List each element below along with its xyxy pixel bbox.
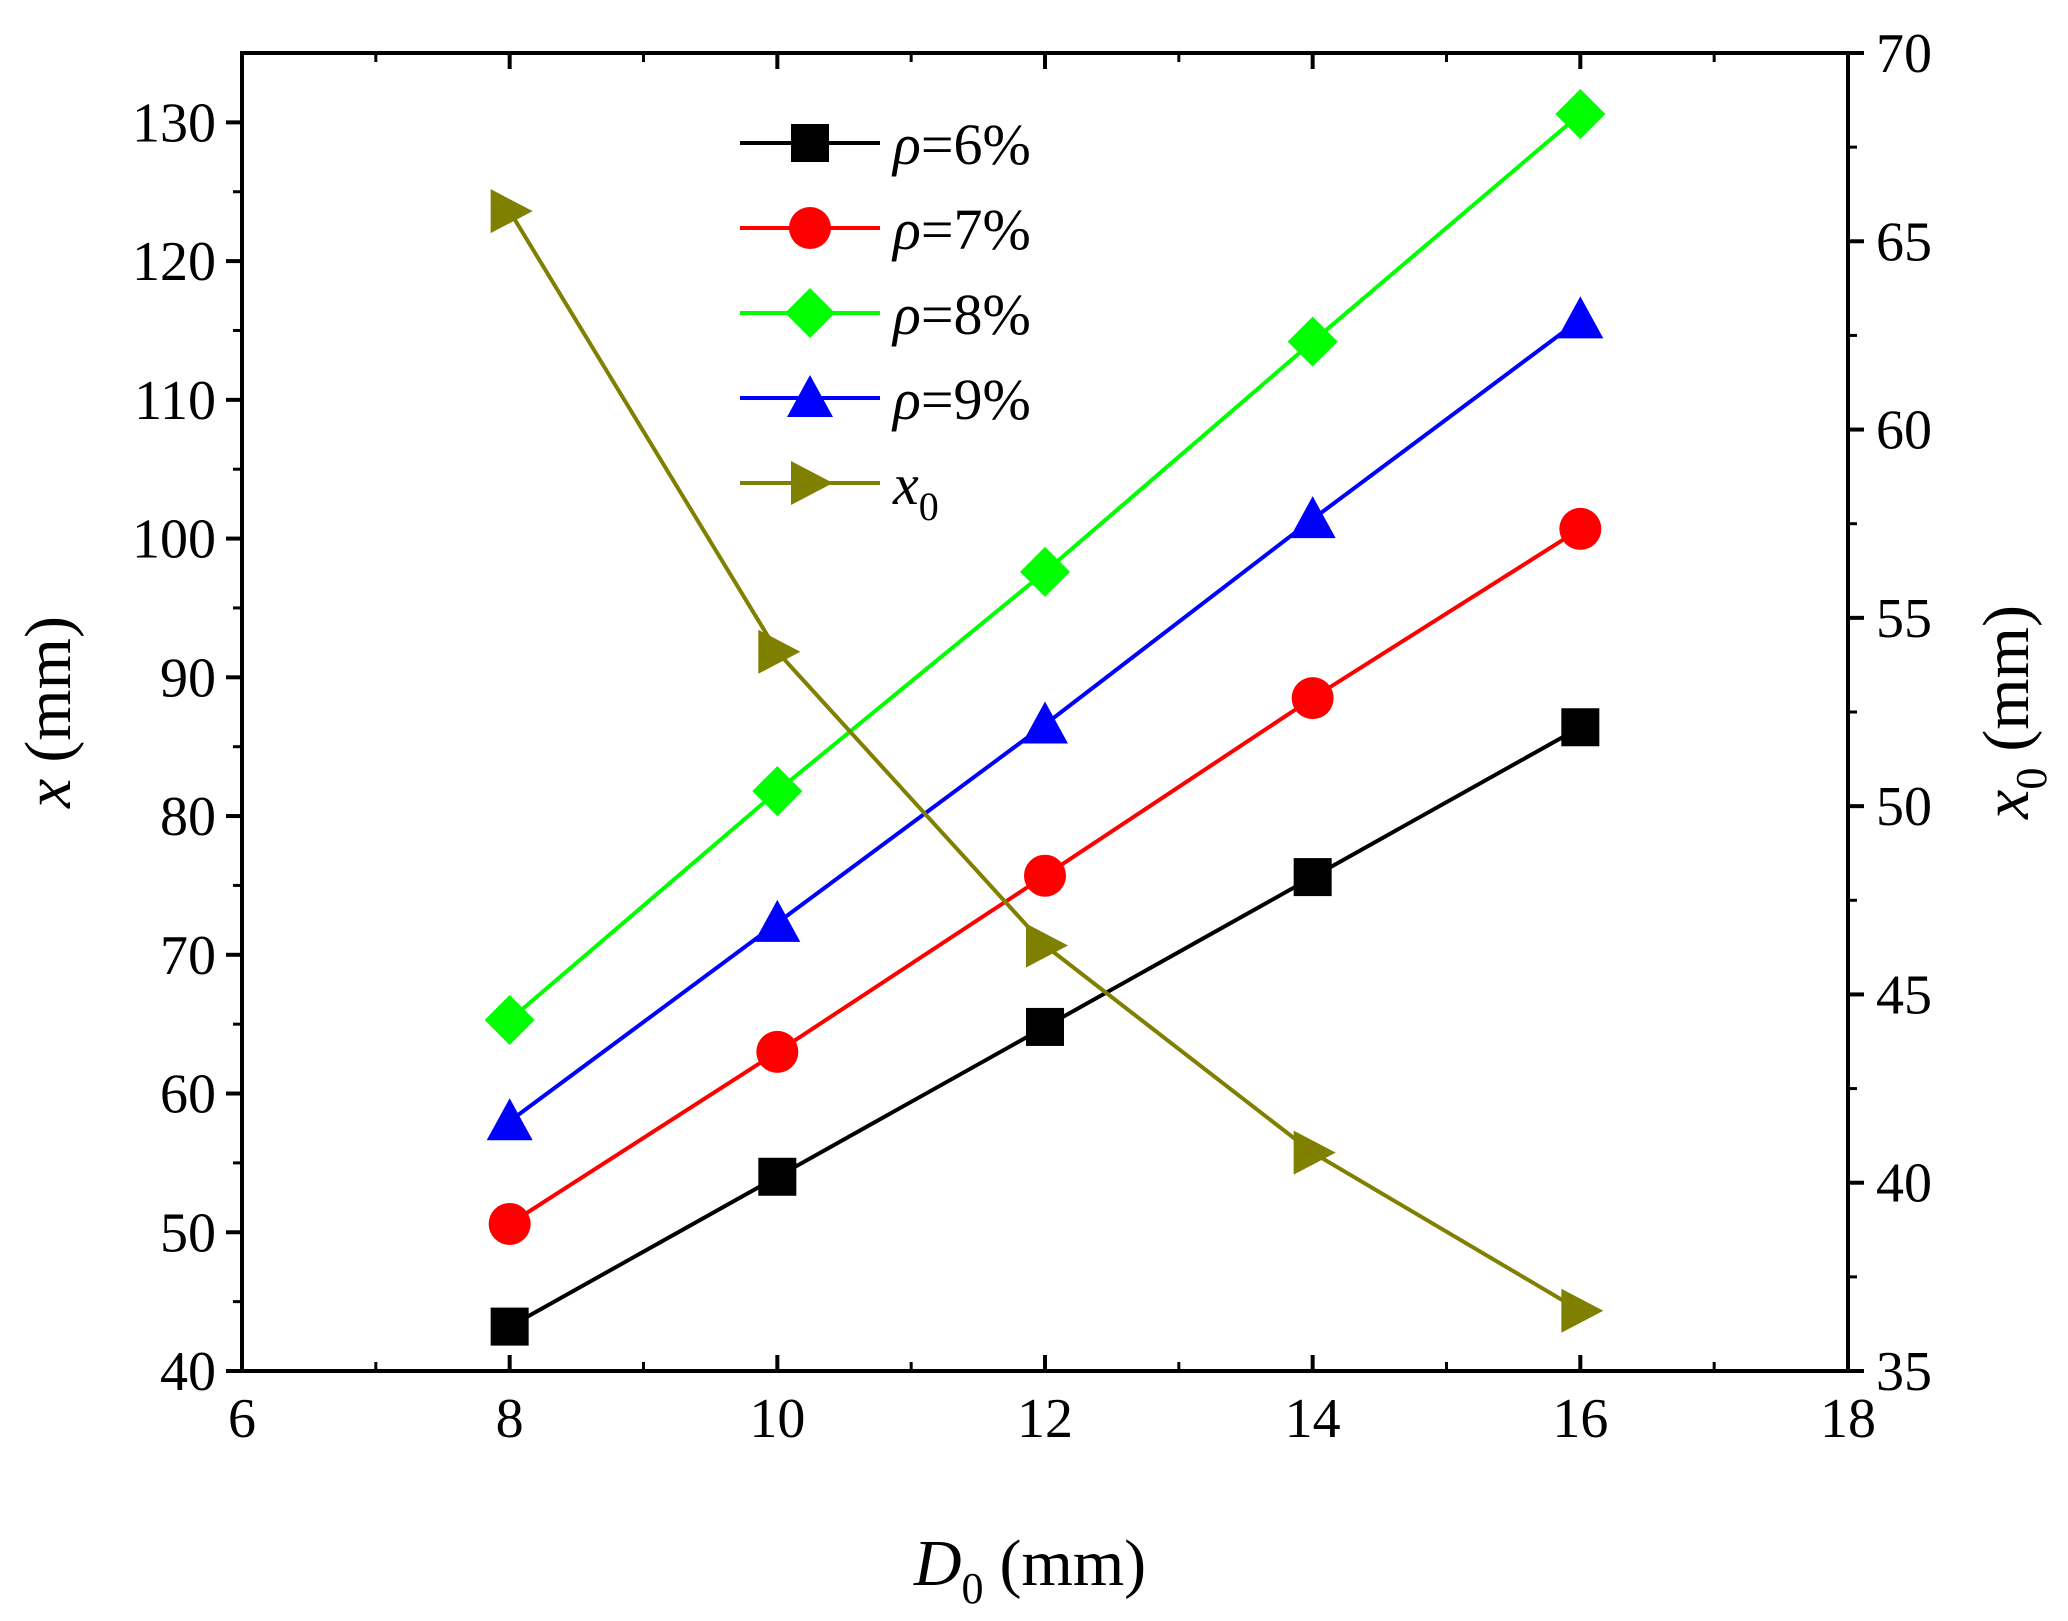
y-left-tick-label: 70 bbox=[160, 925, 216, 987]
y-right-axis-title: x0 (mm) bbox=[1970, 605, 2056, 820]
legend-label: ρ=7% bbox=[891, 197, 1031, 262]
data-point bbox=[1559, 507, 1602, 550]
legend-label-symbol: x bbox=[892, 452, 919, 517]
data-point bbox=[486, 1098, 533, 1141]
x-tick-label: 16 bbox=[1552, 1388, 1608, 1450]
series-3 bbox=[486, 296, 1604, 1141]
y-left-axis-title: x (mm) bbox=[12, 616, 85, 809]
data-point bbox=[1557, 296, 1604, 339]
plot-frame bbox=[240, 51, 1850, 1373]
data-point bbox=[1287, 316, 1338, 367]
y-right-tick-label: 45 bbox=[1876, 964, 1932, 1026]
data-point bbox=[490, 189, 533, 234]
legend-swatch-marker bbox=[789, 207, 831, 249]
data-point bbox=[1020, 546, 1070, 597]
legend-label-symbol: ρ bbox=[891, 112, 921, 177]
x-axis-title: D0 (mm) bbox=[913, 1527, 1146, 1613]
x-tick-label: 6 bbox=[228, 1388, 256, 1450]
x-axis-title-subscript: 0 bbox=[962, 1564, 984, 1613]
y-left-tick-label: 130 bbox=[132, 92, 216, 154]
legend-item: ρ=8% bbox=[740, 282, 1031, 347]
data-point bbox=[1561, 1288, 1604, 1333]
legend-label: x0 bbox=[892, 452, 939, 529]
x-axis-title-unit: (mm) bbox=[1000, 1527, 1147, 1600]
x-tick-label: 18 bbox=[1820, 1388, 1876, 1450]
data-point bbox=[1289, 496, 1336, 539]
x-tick-label: 12 bbox=[1017, 1388, 1073, 1450]
data-point bbox=[758, 1157, 797, 1196]
legend-swatch-marker bbox=[785, 288, 835, 338]
data-point bbox=[1026, 1007, 1064, 1046]
legend-label-text: =6% bbox=[921, 112, 1031, 177]
y-left-tick-label: 40 bbox=[160, 1341, 216, 1403]
data-point bbox=[1024, 854, 1066, 897]
series-2 bbox=[484, 89, 1606, 1045]
data-point bbox=[756, 1030, 799, 1073]
data-point bbox=[758, 629, 801, 674]
legend-item: x0 bbox=[740, 452, 939, 529]
legend-item: ρ=7% bbox=[740, 197, 1031, 262]
tick-layer: 6 8 10 12 14 16 18 40 50 60 70 80 90 100 110 120 130 35 40… bbox=[132, 23, 1932, 1450]
series-4 bbox=[490, 189, 1604, 1333]
legend-label: ρ=9% bbox=[891, 367, 1031, 432]
data-point bbox=[1026, 923, 1068, 968]
legend-label-symbol: ρ bbox=[891, 282, 921, 347]
y-right-tick-label: 60 bbox=[1876, 400, 1932, 462]
y-right-tick-label: 70 bbox=[1876, 23, 1932, 85]
legend-label-symbol: ρ bbox=[891, 197, 921, 262]
legend-item: ρ=9% bbox=[740, 367, 1031, 432]
y-right-tick-label: 40 bbox=[1876, 1153, 1932, 1215]
y-right-tick-label: 50 bbox=[1876, 776, 1932, 838]
y-right-axis-title-subscript: 0 bbox=[2007, 768, 2056, 790]
y-right-tick-label: 65 bbox=[1876, 211, 1932, 273]
y-left-tick-label: 90 bbox=[160, 647, 216, 709]
y-left-axis-title-unit: (mm) bbox=[12, 616, 85, 763]
y-right-tick-label: 35 bbox=[1876, 1341, 1932, 1403]
legend-label-subscript: 0 bbox=[919, 484, 939, 529]
legend-item: ρ=6% bbox=[740, 112, 1031, 177]
data-point bbox=[484, 994, 535, 1045]
x-axis-title-symbol: D bbox=[913, 1527, 962, 1600]
series-1 bbox=[488, 507, 1602, 1245]
data-point bbox=[490, 1307, 529, 1346]
data-point bbox=[754, 899, 801, 942]
x-tick-label: 10 bbox=[749, 1388, 805, 1450]
legend-swatch-marker bbox=[791, 124, 829, 162]
x-tick-label: 8 bbox=[496, 1388, 524, 1450]
data-point bbox=[1291, 677, 1334, 720]
y-right-axis-title-symbol: x bbox=[1970, 790, 2043, 820]
data-point bbox=[752, 766, 803, 817]
legend-label: ρ=8% bbox=[891, 282, 1031, 347]
data-point bbox=[1022, 701, 1068, 744]
y-right-axis-title-unit: (mm) bbox=[1970, 605, 2043, 752]
legend-label-symbol: ρ bbox=[891, 367, 921, 432]
y-left-tick-label: 60 bbox=[160, 1064, 216, 1126]
legend: ρ=6%ρ=7%ρ=8%ρ=9%x0 bbox=[740, 112, 1031, 529]
y-left-tick-label: 80 bbox=[160, 786, 216, 848]
legend-label-text: =8% bbox=[921, 282, 1031, 347]
y-left-axis-title-symbol: x bbox=[12, 779, 85, 809]
series-line bbox=[507, 210, 1582, 1313]
data-point bbox=[1555, 89, 1606, 140]
legend-swatch-marker bbox=[791, 461, 833, 505]
x-tick-label: 14 bbox=[1285, 1388, 1341, 1450]
legend-label-text: =9% bbox=[921, 367, 1031, 432]
y-left-tick-label: 50 bbox=[160, 1202, 216, 1264]
data-point bbox=[1293, 1130, 1336, 1175]
y-left-tick-label: 100 bbox=[132, 509, 216, 571]
series-0 bbox=[490, 708, 1600, 1346]
legend-label: ρ=6% bbox=[891, 112, 1031, 177]
legend-label-text: =7% bbox=[921, 197, 1031, 262]
y-left-tick-label: 110 bbox=[134, 370, 216, 432]
data-point bbox=[1561, 708, 1600, 747]
y-left-tick-label: 120 bbox=[132, 231, 216, 293]
data-point bbox=[1293, 858, 1332, 897]
y-right-tick-label: 55 bbox=[1876, 588, 1932, 650]
series-layer bbox=[484, 89, 1606, 1346]
data-point bbox=[488, 1202, 531, 1245]
legend-swatch-marker bbox=[787, 375, 833, 417]
